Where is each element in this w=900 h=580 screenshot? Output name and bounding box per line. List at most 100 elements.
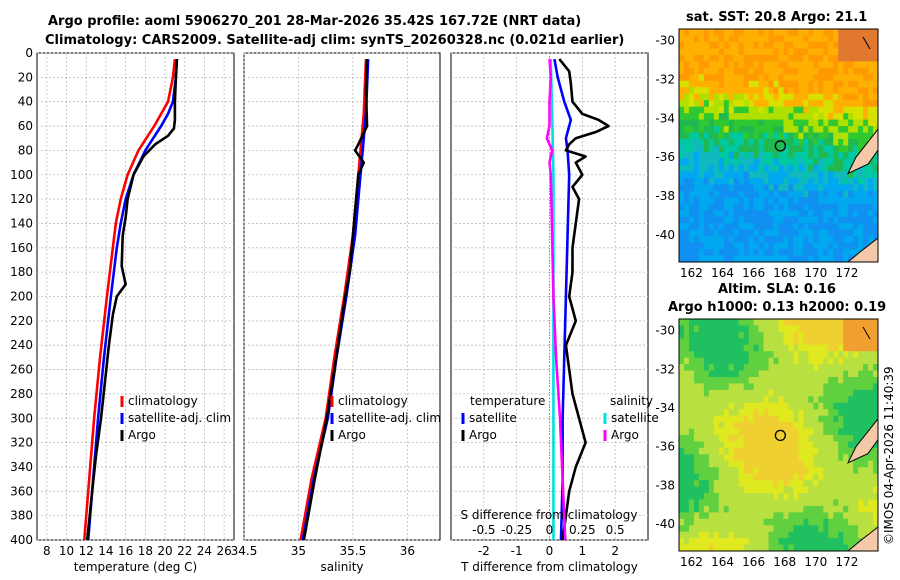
map-cell	[853, 351, 859, 359]
map-cell	[679, 236, 685, 244]
map-cell	[803, 512, 809, 520]
map-cell	[798, 377, 804, 384]
map-cell	[798, 210, 804, 218]
map-cell	[858, 87, 864, 95]
map-cell	[808, 415, 814, 423]
map-cell	[723, 325, 730, 333]
map-cell	[703, 319, 710, 326]
map-cell	[698, 544, 705, 552]
map-cell	[693, 447, 700, 455]
map-cell	[813, 106, 819, 114]
map-cell	[768, 184, 775, 192]
map-cell	[728, 158, 735, 166]
map-cell	[718, 409, 725, 417]
map-cell	[838, 229, 844, 237]
map-cell	[808, 74, 814, 82]
map-cell	[713, 54, 720, 62]
map-cell	[708, 203, 715, 211]
map-cell	[818, 145, 824, 153]
map-cell	[763, 422, 770, 430]
map-cell	[773, 383, 779, 391]
map-cell	[803, 402, 809, 410]
map-cell	[713, 415, 720, 423]
map-cell	[763, 249, 770, 257]
map-cell	[718, 164, 725, 172]
map-cell	[733, 499, 740, 507]
map-cell	[833, 518, 839, 526]
map-cell	[693, 48, 700, 56]
map-cell	[753, 357, 760, 365]
map-cell	[828, 402, 834, 410]
map-cell	[773, 538, 779, 546]
map-cell	[743, 338, 750, 346]
map-cell	[753, 351, 760, 359]
map-cell	[823, 67, 829, 75]
map-cell	[863, 389, 869, 397]
map-cell	[698, 119, 705, 127]
map-cell	[728, 126, 735, 134]
map-cell	[868, 499, 874, 507]
map-cell	[833, 216, 839, 224]
map-cell	[763, 236, 770, 244]
map-cell	[679, 447, 685, 455]
map-cell	[733, 74, 740, 82]
map-cell	[858, 145, 864, 153]
map-cell	[743, 223, 750, 231]
map-cell	[858, 351, 864, 359]
map-cell	[748, 357, 755, 365]
map-cell	[733, 538, 740, 546]
map-cell	[808, 177, 814, 185]
map-cell	[698, 402, 705, 410]
map-cell	[793, 210, 799, 218]
map-cell	[793, 467, 799, 475]
map-cell	[788, 249, 794, 257]
map-cell	[718, 119, 725, 127]
map-cell	[803, 48, 809, 56]
map-cell	[728, 486, 735, 494]
map-cell	[708, 370, 715, 378]
y-tick-label: 340	[10, 460, 33, 474]
map-cell	[778, 29, 784, 36]
map-cell	[823, 41, 829, 49]
map-cell	[738, 370, 745, 378]
map-cell	[758, 229, 765, 237]
map-cell	[679, 151, 685, 159]
map-cell	[708, 100, 715, 108]
map-cell	[853, 54, 859, 62]
map-cell	[823, 402, 829, 410]
map-cell	[733, 447, 740, 455]
map-cell	[843, 54, 849, 62]
map-cell	[763, 54, 770, 62]
map-cell	[733, 454, 740, 462]
map-cell	[698, 377, 705, 384]
map-cell	[863, 177, 869, 185]
map-cell	[679, 184, 685, 192]
map-cell	[813, 177, 819, 185]
map-cell	[703, 164, 710, 172]
map-cell	[773, 80, 779, 88]
map-cell	[679, 409, 685, 417]
map-cell	[753, 415, 760, 423]
map-cell	[868, 119, 874, 127]
map-cell	[728, 35, 735, 43]
map-cell	[823, 236, 829, 244]
map-cell	[753, 80, 760, 88]
map-cell	[803, 119, 809, 127]
map-cell	[853, 364, 859, 372]
map-cell	[823, 325, 829, 333]
map-cell	[768, 236, 775, 244]
y-tick-label: 100	[10, 168, 33, 182]
map-cell	[733, 389, 740, 397]
map-cell	[873, 87, 879, 95]
map-cell	[863, 422, 869, 430]
map-cell	[838, 370, 844, 378]
map-cell	[758, 428, 765, 436]
map-cell	[838, 67, 844, 75]
map-cell	[723, 473, 730, 481]
map-cell	[818, 87, 824, 95]
map-cell	[808, 80, 814, 88]
map-cell	[788, 229, 794, 237]
map-cell	[743, 158, 750, 166]
map-cell	[863, 518, 869, 526]
map-cell	[708, 177, 715, 185]
